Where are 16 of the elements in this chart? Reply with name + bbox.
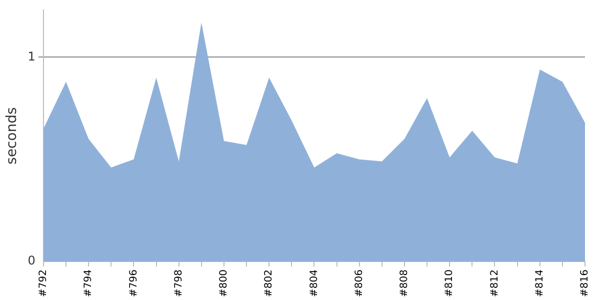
y-tick-label: 0	[28, 254, 36, 268]
x-tick-label: #794	[83, 270, 94, 298]
x-tick-label: #814	[534, 270, 546, 298]
x-tick-label: #792	[38, 270, 50, 298]
x-tick-label: #816	[580, 270, 591, 298]
x-tick-label: #812	[489, 270, 500, 298]
x-tick-label: #806	[354, 270, 365, 298]
x-tick-label: #798	[173, 270, 184, 298]
y-axis-title: seconds	[4, 107, 20, 164]
x-tick-label: #796	[128, 270, 140, 298]
x-tick-label: #808	[399, 270, 410, 298]
x-tick-label: #804	[308, 270, 320, 298]
y-tick-label: 1	[28, 49, 36, 64]
x-tick-label: #810	[444, 270, 456, 298]
x-tick-label: #800	[218, 270, 230, 298]
x-tick-label: #802	[264, 270, 275, 298]
